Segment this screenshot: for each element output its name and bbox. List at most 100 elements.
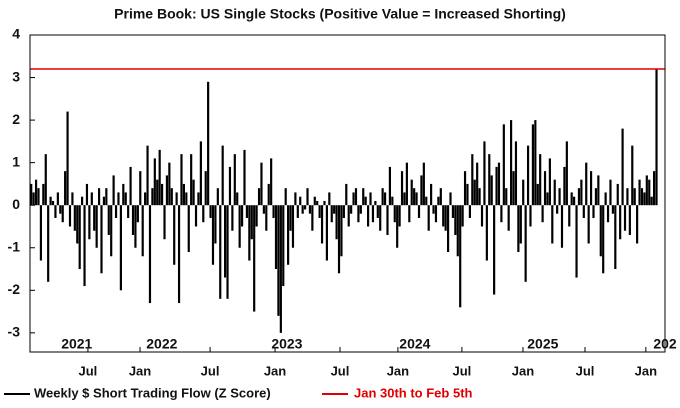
bar: [468, 205, 471, 218]
bar: [410, 179, 413, 206]
bar: [357, 205, 360, 223]
bar: [117, 192, 120, 206]
bar: [127, 205, 130, 218]
bar: [81, 196, 84, 206]
bar: [337, 205, 341, 274]
bar: [185, 192, 188, 206]
bar: [39, 205, 42, 261]
bar: [88, 205, 91, 240]
bar: [471, 154, 474, 206]
bar: [291, 205, 295, 248]
bar: [454, 205, 457, 235]
bar: [570, 192, 573, 206]
bar: [107, 205, 110, 235]
bar: [539, 154, 542, 206]
bar: [265, 205, 268, 231]
y-tick-label: -2: [8, 281, 21, 297]
bar: [93, 205, 96, 231]
bar: [446, 205, 450, 253]
bar: [628, 205, 631, 235]
bar: [640, 188, 644, 206]
plot-frame: [29, 34, 666, 353]
bar: [589, 171, 593, 206]
bar: [211, 205, 215, 265]
bar: [461, 205, 464, 227]
bar: [655, 69, 658, 206]
bar: [449, 192, 452, 206]
bar: [367, 205, 370, 227]
bar: [609, 179, 612, 206]
bar: [257, 188, 261, 206]
bar: [427, 205, 430, 231]
bar: [277, 205, 280, 316]
bar: [631, 145, 634, 206]
bar: [156, 179, 159, 206]
bar: [517, 205, 520, 253]
bar: [594, 188, 598, 206]
bar: [626, 188, 629, 206]
bar: [160, 183, 164, 206]
bar: [546, 192, 549, 206]
bar: [228, 166, 232, 206]
bar: [311, 205, 314, 231]
bar: [330, 205, 333, 223]
bar: [636, 205, 639, 244]
bar: [236, 192, 239, 206]
bar: [282, 205, 285, 287]
bar: [90, 192, 93, 206]
year-label: 2021: [61, 336, 92, 352]
bar: [44, 154, 47, 206]
x-tick-label: Jan: [129, 363, 151, 378]
bar: [621, 128, 624, 206]
bar: [209, 205, 212, 218]
bar: [342, 205, 345, 218]
bar: [73, 205, 76, 231]
bar: [231, 205, 234, 231]
bar: [289, 205, 292, 231]
bar: [340, 205, 343, 257]
bar: [224, 205, 227, 278]
bar: [485, 205, 488, 261]
bar: [495, 166, 498, 206]
bar: [287, 205, 290, 265]
bar: [369, 192, 372, 206]
bar: [582, 205, 585, 218]
bar: [54, 205, 57, 218]
bar: [37, 188, 40, 206]
bar: [68, 205, 72, 227]
year-label: 2024: [399, 336, 430, 352]
year-label: 2025: [527, 336, 558, 352]
bar: [391, 196, 394, 206]
bar: [114, 205, 118, 218]
bar: [614, 205, 617, 270]
bar: [585, 162, 588, 206]
x-tick-label: Jul: [331, 363, 350, 378]
bar: [78, 205, 81, 270]
bar: [306, 188, 309, 206]
bar: [510, 120, 513, 206]
bar: [606, 205, 610, 223]
bar: [197, 192, 200, 206]
bar: [296, 205, 299, 218]
year-label: 2022: [146, 336, 177, 352]
x-tick-label: Jul: [79, 363, 98, 378]
bar: [199, 141, 202, 206]
bar: [153, 158, 156, 206]
bar: [611, 205, 614, 214]
bar: [512, 171, 515, 206]
bar: [650, 196, 653, 206]
bar: [531, 124, 535, 206]
bar: [383, 192, 387, 206]
bar: [592, 205, 595, 218]
bar: [536, 183, 539, 206]
bar: [328, 192, 331, 206]
bar: [422, 162, 425, 206]
bar: [30, 183, 33, 206]
bar: [180, 154, 183, 206]
bar: [267, 183, 270, 206]
bar: [434, 205, 438, 223]
bar: [85, 183, 89, 206]
bar: [56, 192, 59, 206]
bar: [519, 205, 522, 244]
bar: [534, 120, 537, 206]
